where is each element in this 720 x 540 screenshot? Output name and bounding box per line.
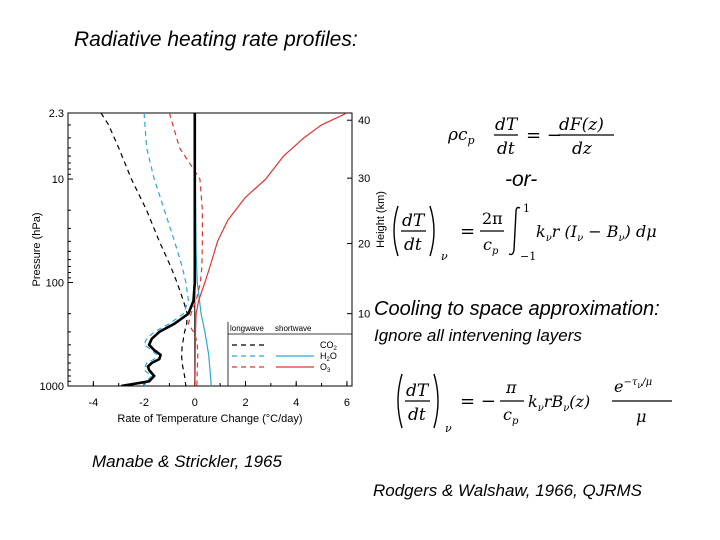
eq2-integrand: kνr (Iν − Bν) dμ	[536, 222, 657, 244]
eq3-numerator: π	[505, 378, 517, 397]
eq3-equals: = −	[460, 391, 496, 412]
y-tick-label: 2.3	[49, 108, 64, 120]
citation-rodgers: Rodgers & Walshaw, 1966, QJRMS	[373, 481, 642, 500]
legend-label: H2O	[320, 351, 337, 363]
y2-axis-label: Height (km)	[375, 191, 387, 248]
eq1-dz: dz	[572, 139, 593, 159]
eq1-dF: dF(z)	[559, 115, 604, 135]
x-tick-label: 2	[242, 397, 248, 409]
x-tick-label: -2	[139, 397, 149, 409]
eq3-exponential: e−τν/μ	[614, 377, 652, 396]
series-H2O-longwave	[143, 113, 189, 386]
x-tick-label: 0	[192, 397, 198, 409]
eq2-int-lower: −1	[520, 250, 536, 263]
citation-manabe: Manabe & Strickler, 1965	[92, 452, 282, 471]
eq3-body: kνrBν(z)	[528, 392, 590, 414]
y-tick-label: 1000	[40, 381, 64, 393]
equation-heating-intensity: dT dt ν = 2π cp 1 −1 kνr (Iν − Bν) dμ	[393, 202, 657, 263]
cooling-to-space-subheading: Ignore all intervening layers	[374, 326, 582, 345]
series-CO2-longwave	[100, 113, 188, 386]
cooling-to-space-heading: Cooling to space approximation:	[374, 298, 660, 320]
eq3-denominator: cp	[503, 405, 519, 427]
eq2-equals: =	[460, 221, 475, 242]
legend-header-longwave: longwave	[230, 324, 264, 333]
eq1-equals: = −	[526, 125, 562, 146]
slide-title: Radiative heating rate profiles:	[74, 28, 358, 51]
legend-label: O3	[320, 362, 331, 374]
or-label: -or-	[505, 168, 538, 191]
eq1-dt: dt	[497, 139, 515, 159]
eq2-denominator: cp	[483, 235, 499, 257]
plot-area	[100, 113, 348, 386]
x-tick-label: -4	[88, 397, 98, 409]
eq2-dt: dt	[404, 235, 422, 255]
eq1-dT: dT	[495, 115, 519, 135]
y2-tick-label: 20	[358, 239, 370, 251]
y-axis-label: Pressure (hPa)	[31, 213, 43, 287]
eq2-subscript: ν	[441, 250, 448, 263]
equation-heating-flux: ρcp dT dt = − dF(z) dz	[447, 115, 614, 159]
series-O3-shortwave	[194, 113, 348, 386]
eq2-int-upper: 1	[523, 202, 530, 215]
y-tick-label: 100	[46, 278, 64, 290]
series-Total-solid-bold	[121, 113, 197, 386]
plot-frame	[67, 112, 353, 387]
eq1-lhs: ρcp	[447, 125, 475, 147]
y-tick-label: 10	[52, 174, 64, 186]
legend-label: CO2	[320, 340, 338, 352]
legend-header-shortwave: shortwave	[275, 324, 312, 333]
eq2-dT: dT	[402, 211, 426, 231]
x-tick-label: 6	[344, 397, 350, 409]
x-tick-label: 4	[293, 397, 299, 409]
y2-tick-label: 10	[358, 309, 370, 321]
y2-tick-label: 40	[358, 115, 370, 127]
eq3-mu: μ	[636, 407, 646, 426]
eq3-dt: dt	[408, 405, 426, 425]
x-axis-label: Rate of Temperature Change (°C/day)	[117, 413, 302, 425]
equation-cooling-to-space: dT dt ν = − π cp kνrBν(z) e−τν/μ μ	[397, 373, 672, 435]
eq2-numerator: 2π	[482, 209, 503, 228]
series-O3-longwave	[168, 113, 203, 386]
y2-tick-label: 30	[358, 173, 370, 185]
eq3-subscript: ν	[445, 422, 452, 435]
eq3-dT: dT	[406, 381, 430, 401]
